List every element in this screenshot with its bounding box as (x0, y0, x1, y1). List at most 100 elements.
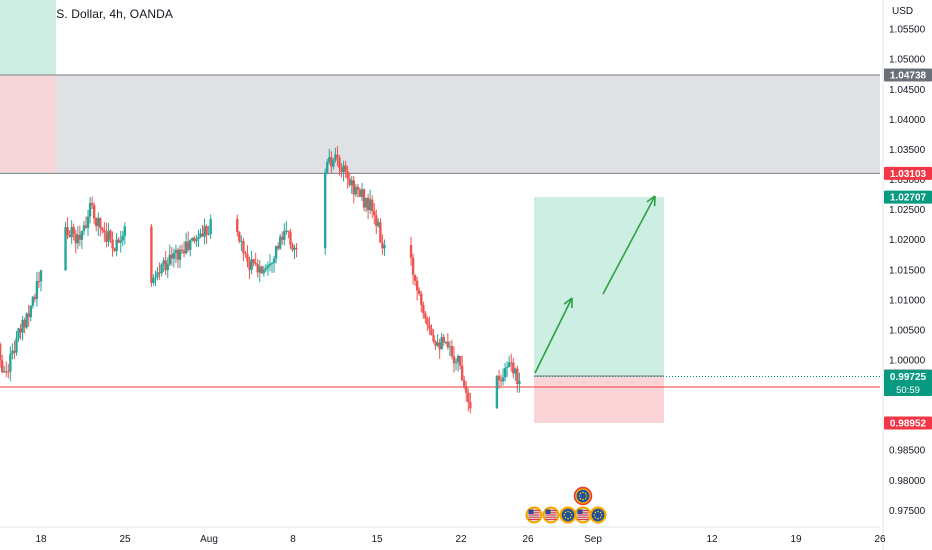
candle-up (360, 189, 364, 197)
y-tick-label: 1.01500 (889, 265, 926, 276)
us-flag-event-icon[interactable] (574, 506, 592, 524)
price-level-badge-1-bg (884, 166, 932, 180)
candle-up (191, 237, 194, 241)
candle-up (31, 296, 35, 306)
candle-down (95, 218, 98, 227)
candle-down (99, 217, 102, 229)
candle-up (250, 259, 253, 270)
candle-down (346, 171, 349, 179)
event-flag-star (597, 510, 599, 513)
candle-down (418, 290, 421, 294)
candle-up (166, 264, 169, 271)
resistance-zone[interactable] (0, 75, 880, 174)
arrow-up-2[interactable] (602, 195, 656, 295)
candle-up (268, 264, 272, 266)
event-flag-star (582, 491, 584, 494)
y-tick-label: 1.04000 (889, 115, 926, 126)
event-flag-star (594, 511, 597, 514)
eu-flag-event-icon[interactable] (559, 506, 577, 524)
candle-down (117, 239, 120, 243)
candle-up (160, 264, 163, 274)
price-level-badge-4: 0.98952 (890, 419, 927, 430)
candle-down (330, 157, 333, 167)
candle-down (460, 365, 464, 381)
candle-down (150, 226, 153, 283)
eu-flag-event-icon[interactable] (589, 506, 607, 524)
arrow-up-1[interactable] (534, 297, 573, 374)
candle-up (377, 222, 380, 226)
candle-down (467, 392, 470, 403)
candle-down (33, 296, 37, 299)
event-flag-star (585, 495, 588, 497)
candle-down (379, 222, 382, 243)
candle-down (248, 261, 251, 270)
event-flag-star (584, 497, 587, 500)
candle-up (107, 230, 110, 242)
candle-down (362, 189, 366, 208)
candle-up (503, 368, 507, 378)
candle-up (189, 240, 192, 251)
candle-up (154, 277, 157, 279)
x-tick-label: 22 (455, 534, 467, 545)
candle-down (469, 402, 472, 409)
candle-up (17, 328, 20, 339)
candle-down (340, 167, 343, 173)
candle-up (70, 227, 73, 238)
candle-down (252, 259, 255, 263)
candle-up (88, 202, 92, 217)
candle-down (170, 254, 174, 259)
candle-down (66, 227, 69, 235)
y-tick-label: 1.03500 (889, 145, 926, 156)
candle-down (415, 280, 419, 291)
y-tick-label: 0.97500 (889, 506, 926, 517)
candle-up (332, 160, 335, 167)
event-flag-star (570, 514, 573, 516)
candle-down (281, 236, 284, 240)
candle-down (72, 227, 75, 234)
candle-down (512, 362, 515, 374)
us-flag-event-icon[interactable] (525, 506, 543, 524)
candle-down (497, 376, 501, 381)
candle-down (5, 371, 8, 373)
candle-down (182, 250, 186, 254)
y-tick-label: 0.98000 (889, 476, 926, 487)
candle-down (409, 245, 413, 258)
candle-down (446, 341, 450, 348)
current-price-badge: 0.99725 (890, 372, 927, 383)
candle-up (279, 236, 282, 249)
candle-up (505, 367, 509, 369)
candle-down (180, 249, 184, 251)
candle-up (119, 240, 122, 243)
eu-flag-event-icon[interactable] (574, 487, 592, 505)
event-flag-star (567, 517, 569, 520)
candle-up (448, 346, 452, 348)
candle-up (209, 218, 212, 234)
candle-up (262, 269, 266, 274)
candle-down (109, 230, 112, 240)
candle-up (272, 258, 276, 263)
long-position-target-zone[interactable] (534, 197, 664, 377)
candle-down (101, 228, 104, 231)
us-flag-event-icon[interactable] (542, 506, 560, 524)
candle-up (195, 239, 198, 242)
long-position-stop-zone[interactable] (534, 376, 664, 423)
candle-down (176, 249, 180, 260)
candle-down (373, 211, 376, 216)
candle-up (174, 249, 178, 254)
event-flag-star (569, 511, 572, 514)
price-level-badge-0: 1.04738 (890, 71, 927, 82)
candle-up (501, 377, 505, 382)
candle-down (375, 215, 378, 226)
previous-target-zone (0, 0, 56, 75)
candle-up (97, 217, 100, 227)
event-flag-star (599, 511, 602, 514)
candle-up (172, 253, 176, 259)
candle-down (242, 240, 245, 254)
candle-up (76, 234, 79, 244)
candle-down (450, 346, 454, 357)
economic-events[interactable] (525, 486, 607, 524)
candle-down (201, 233, 204, 237)
event-flag-star (593, 514, 596, 516)
